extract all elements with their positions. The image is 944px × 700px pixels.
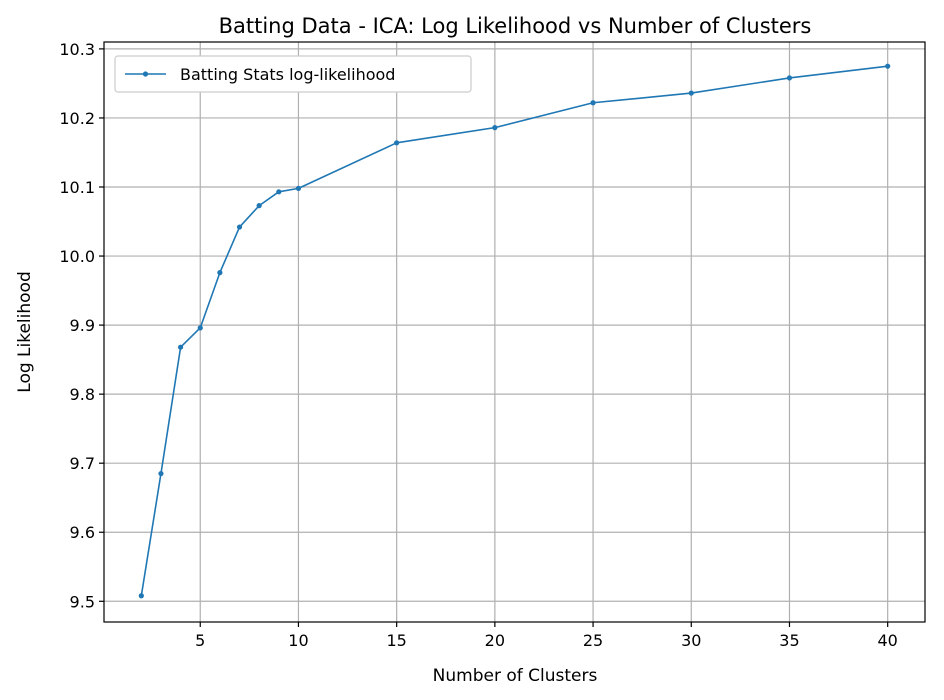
legend-box [114,55,472,93]
data-point [236,224,243,230]
data-point [158,470,164,477]
data-point [276,189,282,195]
x-tick-label: 25 [583,631,603,650]
y-tick-label: 9.7 [70,454,95,473]
y-tick-label: 9.9 [70,316,95,335]
series-layer [138,63,891,599]
x-tick-label: 15 [386,631,406,650]
y-tick-label: 10.0 [59,247,95,266]
data-point [217,270,223,276]
x-tick-label: 35 [779,631,799,650]
axis-ticks: 5 10 15 20 25 30 35 40 9.5 9.6 9.7 9.8 9.9 10.0 10.1 10… [59,40,897,650]
plot-frame [103,41,926,623]
legend: Batting Stats log-likelihood [114,55,472,93]
chart-title: Batting Data - ICA: Log Likelihood vs Nu… [219,14,812,38]
x-tick-label: 30 [681,631,701,650]
data-point [256,203,262,209]
data-point [295,185,302,191]
data-point [590,100,596,106]
data-point [394,140,400,146]
data-point [492,125,498,131]
legend-marker-sample [142,71,149,77]
data-point [885,63,891,69]
x-tick-label: 10 [288,631,308,650]
data-point [138,593,144,599]
y-tick-label: 9.6 [70,523,95,542]
x-tick-label: 20 [485,631,505,650]
x-axis-label: Number of Clusters [433,666,598,686]
data-point [786,75,793,81]
legend-label: Batting Stats log-likelihood [180,65,395,84]
data-point [197,325,203,331]
data-point [178,344,184,350]
y-tick-label: 9.5 [70,592,95,611]
data-point [688,90,694,96]
x-tick-label: 5 [195,631,205,650]
y-axis-label: Log Likelihood [15,271,35,392]
y-tick-label: 9.8 [70,385,95,404]
x-tick-label: 40 [878,631,898,650]
y-tick-label: 10.3 [59,40,95,59]
y-tick-label: 10.2 [59,109,95,128]
y-tick-label: 10.1 [59,178,95,197]
grid-lines [104,42,925,622]
